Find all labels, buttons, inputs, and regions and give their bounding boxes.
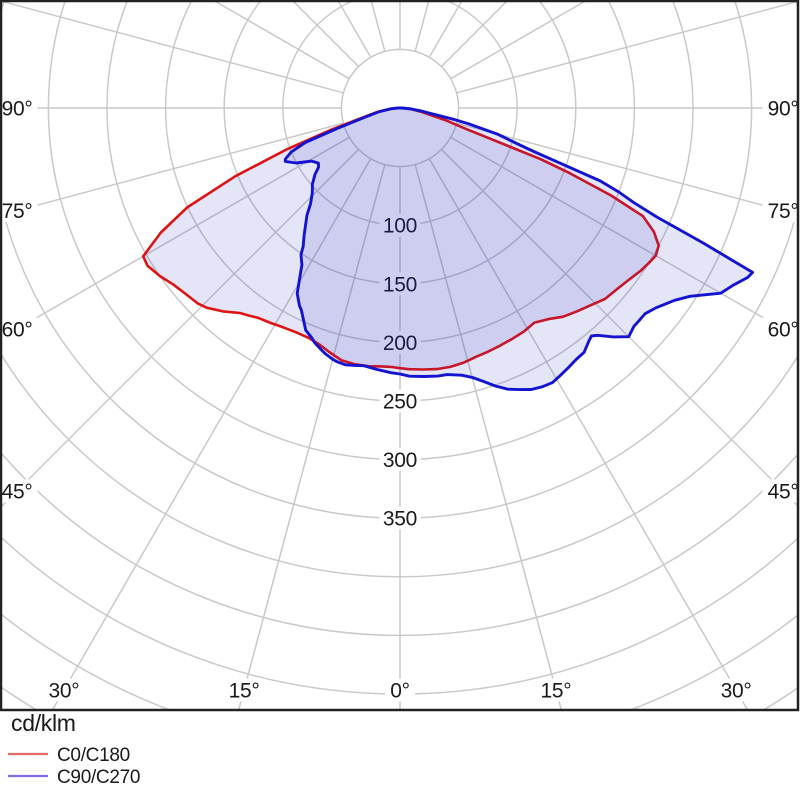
polar-ray [2, 2, 344, 94]
angle-tick-label-right: 45° [768, 481, 799, 504]
angle-tick-label-left-bg [2, 199, 38, 223]
legend: C0/C180 C90/C270 [8, 745, 140, 788]
curve-c0-c180 [141, 106, 660, 371]
polar-ray [238, 164, 386, 709]
radial-tick-label: 150 [383, 273, 417, 296]
angle-tick-label-bottom-left: 30° [49, 680, 80, 703]
angle-tick-label-left: 90° [2, 98, 33, 121]
unit-label: cd/klm [11, 710, 76, 736]
angle-tick-label-right: 90° [768, 98, 799, 121]
angle-tick-label-right: 75° [768, 200, 799, 223]
radial-tick-label: 250 [383, 391, 417, 414]
angle-tick-label-left-bg [2, 317, 38, 341]
polar-ray [428, 2, 463, 58]
angle-tick-label-left-bg [2, 96, 38, 120]
polar-ray [456, 122, 798, 216]
polar-ray [414, 164, 562, 709]
polar-ray [52, 158, 372, 709]
polar-ray [2, 136, 350, 339]
polar-ray [440, 2, 508, 68]
angle-tick-label-bottom: 0° [390, 680, 409, 703]
angle-tick-label-bottom-left-bg [223, 678, 265, 702]
angle-tick-label-left: 45° [2, 481, 33, 504]
angle-tick-label-left: 60° [2, 319, 33, 342]
radial-tick-label-bg [379, 448, 421, 472]
angle-tick-label-bottom-right-bg [535, 678, 577, 702]
angle-tick-label-right-bg [762, 479, 798, 503]
angle-tick-label-bottom-left-bg [43, 678, 85, 702]
polar-ray [337, 2, 372, 58]
angle-tick-label-bottom-left: 15° [229, 680, 260, 703]
polar-ray [414, 2, 430, 52]
radial-tick-label: 200 [383, 332, 417, 355]
angle-tick-label-bottom-right: 30° [721, 680, 752, 703]
angle-tick-label-left-bg [2, 479, 38, 503]
polar-ray [450, 136, 798, 339]
radial-tick-label-bg [379, 330, 421, 354]
chart-footer: cd/klm C0/C180 C90/C270 [8, 710, 140, 788]
plot-frame [0, 0, 800, 712]
angle-tick-label-bottom-bg [385, 678, 415, 702]
radial-tick-label: 300 [383, 449, 417, 472]
angle-tick-label-bottom-right: 15° [541, 680, 572, 703]
radial-tick-label-bg [379, 213, 421, 237]
radial-tick-label: 350 [383, 508, 417, 531]
polar-ray [428, 158, 748, 709]
angle-tick-label-bottom-right-bg [715, 678, 757, 702]
radial-tick-label: 100 [383, 215, 417, 238]
angle-tick-label-right: 60° [768, 319, 799, 342]
radial-tick-label-bg [379, 506, 421, 530]
polar-ray [214, 2, 350, 80]
intensity-curves [141, 106, 755, 392]
angle-tick-label-left: 75° [2, 200, 33, 223]
polar-ray [2, 122, 344, 216]
axis-tick-labels: 100 150 200 250 300 350 0° 15° 15° 30° 30° 45° 45° 60… [2, 96, 799, 703]
angle-tick-label-right-bg [762, 199, 798, 223]
radial-tick-label-bg [379, 272, 421, 296]
radial-tick-label-bg [379, 389, 421, 413]
angle-tick-label-right-bg [762, 317, 798, 341]
angle-tick-label-right-bg [762, 96, 798, 120]
curve-c90-c270 [283, 106, 755, 392]
polar-ray [456, 2, 798, 94]
legend-label-c0-c180: C0/C180 [57, 745, 130, 766]
polar-ray [370, 2, 386, 52]
polar-ray [292, 2, 360, 68]
polar-ray [450, 2, 586, 80]
legend-label-c90-c270: C90/C270 [57, 767, 140, 788]
